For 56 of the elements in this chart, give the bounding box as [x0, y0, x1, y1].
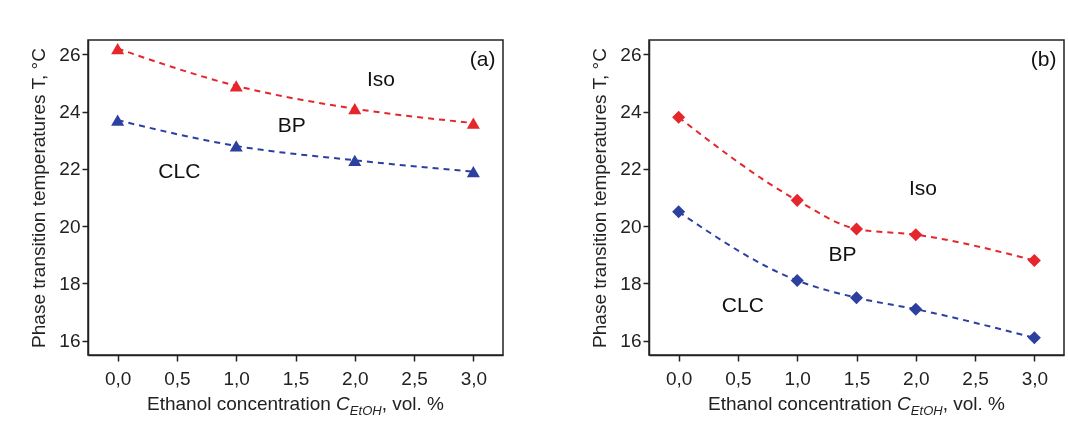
point — [111, 114, 125, 126]
point — [229, 80, 243, 92]
x-tick-label: 2,0 — [903, 367, 930, 389]
y-tick-label: 26 — [620, 43, 642, 65]
point — [466, 117, 480, 129]
y-tick-label: 20 — [620, 215, 642, 237]
x-tick-label: 2,5 — [962, 367, 989, 389]
point — [466, 166, 480, 178]
y-tick-label: 18 — [620, 272, 642, 294]
y-tick-label: 24 — [59, 101, 81, 123]
y-tick-label: 20 — [59, 215, 81, 237]
y-tick-label: 24 — [620, 101, 642, 123]
annotation: CLC — [721, 293, 764, 317]
annotation: BP — [277, 113, 306, 136]
y-axis-title: Phase transition temperatures T, °C — [28, 48, 50, 348]
annotation: (b) — [1030, 47, 1057, 71]
annotation: Iso — [908, 175, 937, 199]
point — [1027, 253, 1041, 268]
point — [672, 110, 686, 124]
point — [909, 228, 923, 242]
annotation: (a) — [469, 47, 496, 71]
annotation: Iso — [366, 67, 395, 91]
x-tick-label: 1,0 — [223, 367, 250, 389]
x-tick-label: 0,5 — [725, 367, 752, 389]
y-tick-label: 16 — [620, 330, 642, 352]
point — [348, 103, 362, 115]
x-axis-title: Ethanol concentration C$_{EtOH}$, vol. % — [146, 393, 445, 418]
y-tick-label: 22 — [59, 158, 81, 180]
point — [229, 140, 243, 152]
point — [790, 274, 804, 288]
y-tick-label: 16 — [59, 330, 81, 352]
point — [849, 222, 864, 236]
point — [111, 42, 125, 55]
point — [909, 302, 923, 316]
x-tick-label: 3,0 — [460, 367, 488, 389]
y-tick-label: 22 — [620, 158, 642, 180]
x-tick-label: 1,5 — [282, 367, 310, 389]
x-tick-label: 0,0 — [104, 367, 132, 389]
x-tick-label: 3,0 — [1021, 367, 1049, 389]
annotation: BP — [828, 241, 857, 265]
point — [672, 205, 686, 219]
x-tick-label: 2,0 — [342, 367, 369, 389]
point — [849, 291, 864, 305]
x-tick-label: 0,5 — [164, 367, 191, 389]
x-tick-label: 1,5 — [843, 367, 871, 389]
point — [790, 193, 804, 207]
annotation: CLC — [158, 158, 201, 182]
y-axis-title: Phase transition temperatures T, °C — [589, 48, 611, 348]
x-tick-label: 2,5 — [401, 367, 428, 389]
point — [1027, 331, 1041, 345]
x-tick-label: 0,0 — [665, 367, 693, 389]
x-axis-title: Ethanol concentration C$_{EtOH}$, vol. % — [707, 393, 1006, 418]
y-tick-label: 26 — [59, 43, 81, 65]
x-tick-label: 1,0 — [784, 367, 811, 389]
y-tick-label: 18 — [59, 272, 81, 294]
point — [348, 154, 362, 166]
